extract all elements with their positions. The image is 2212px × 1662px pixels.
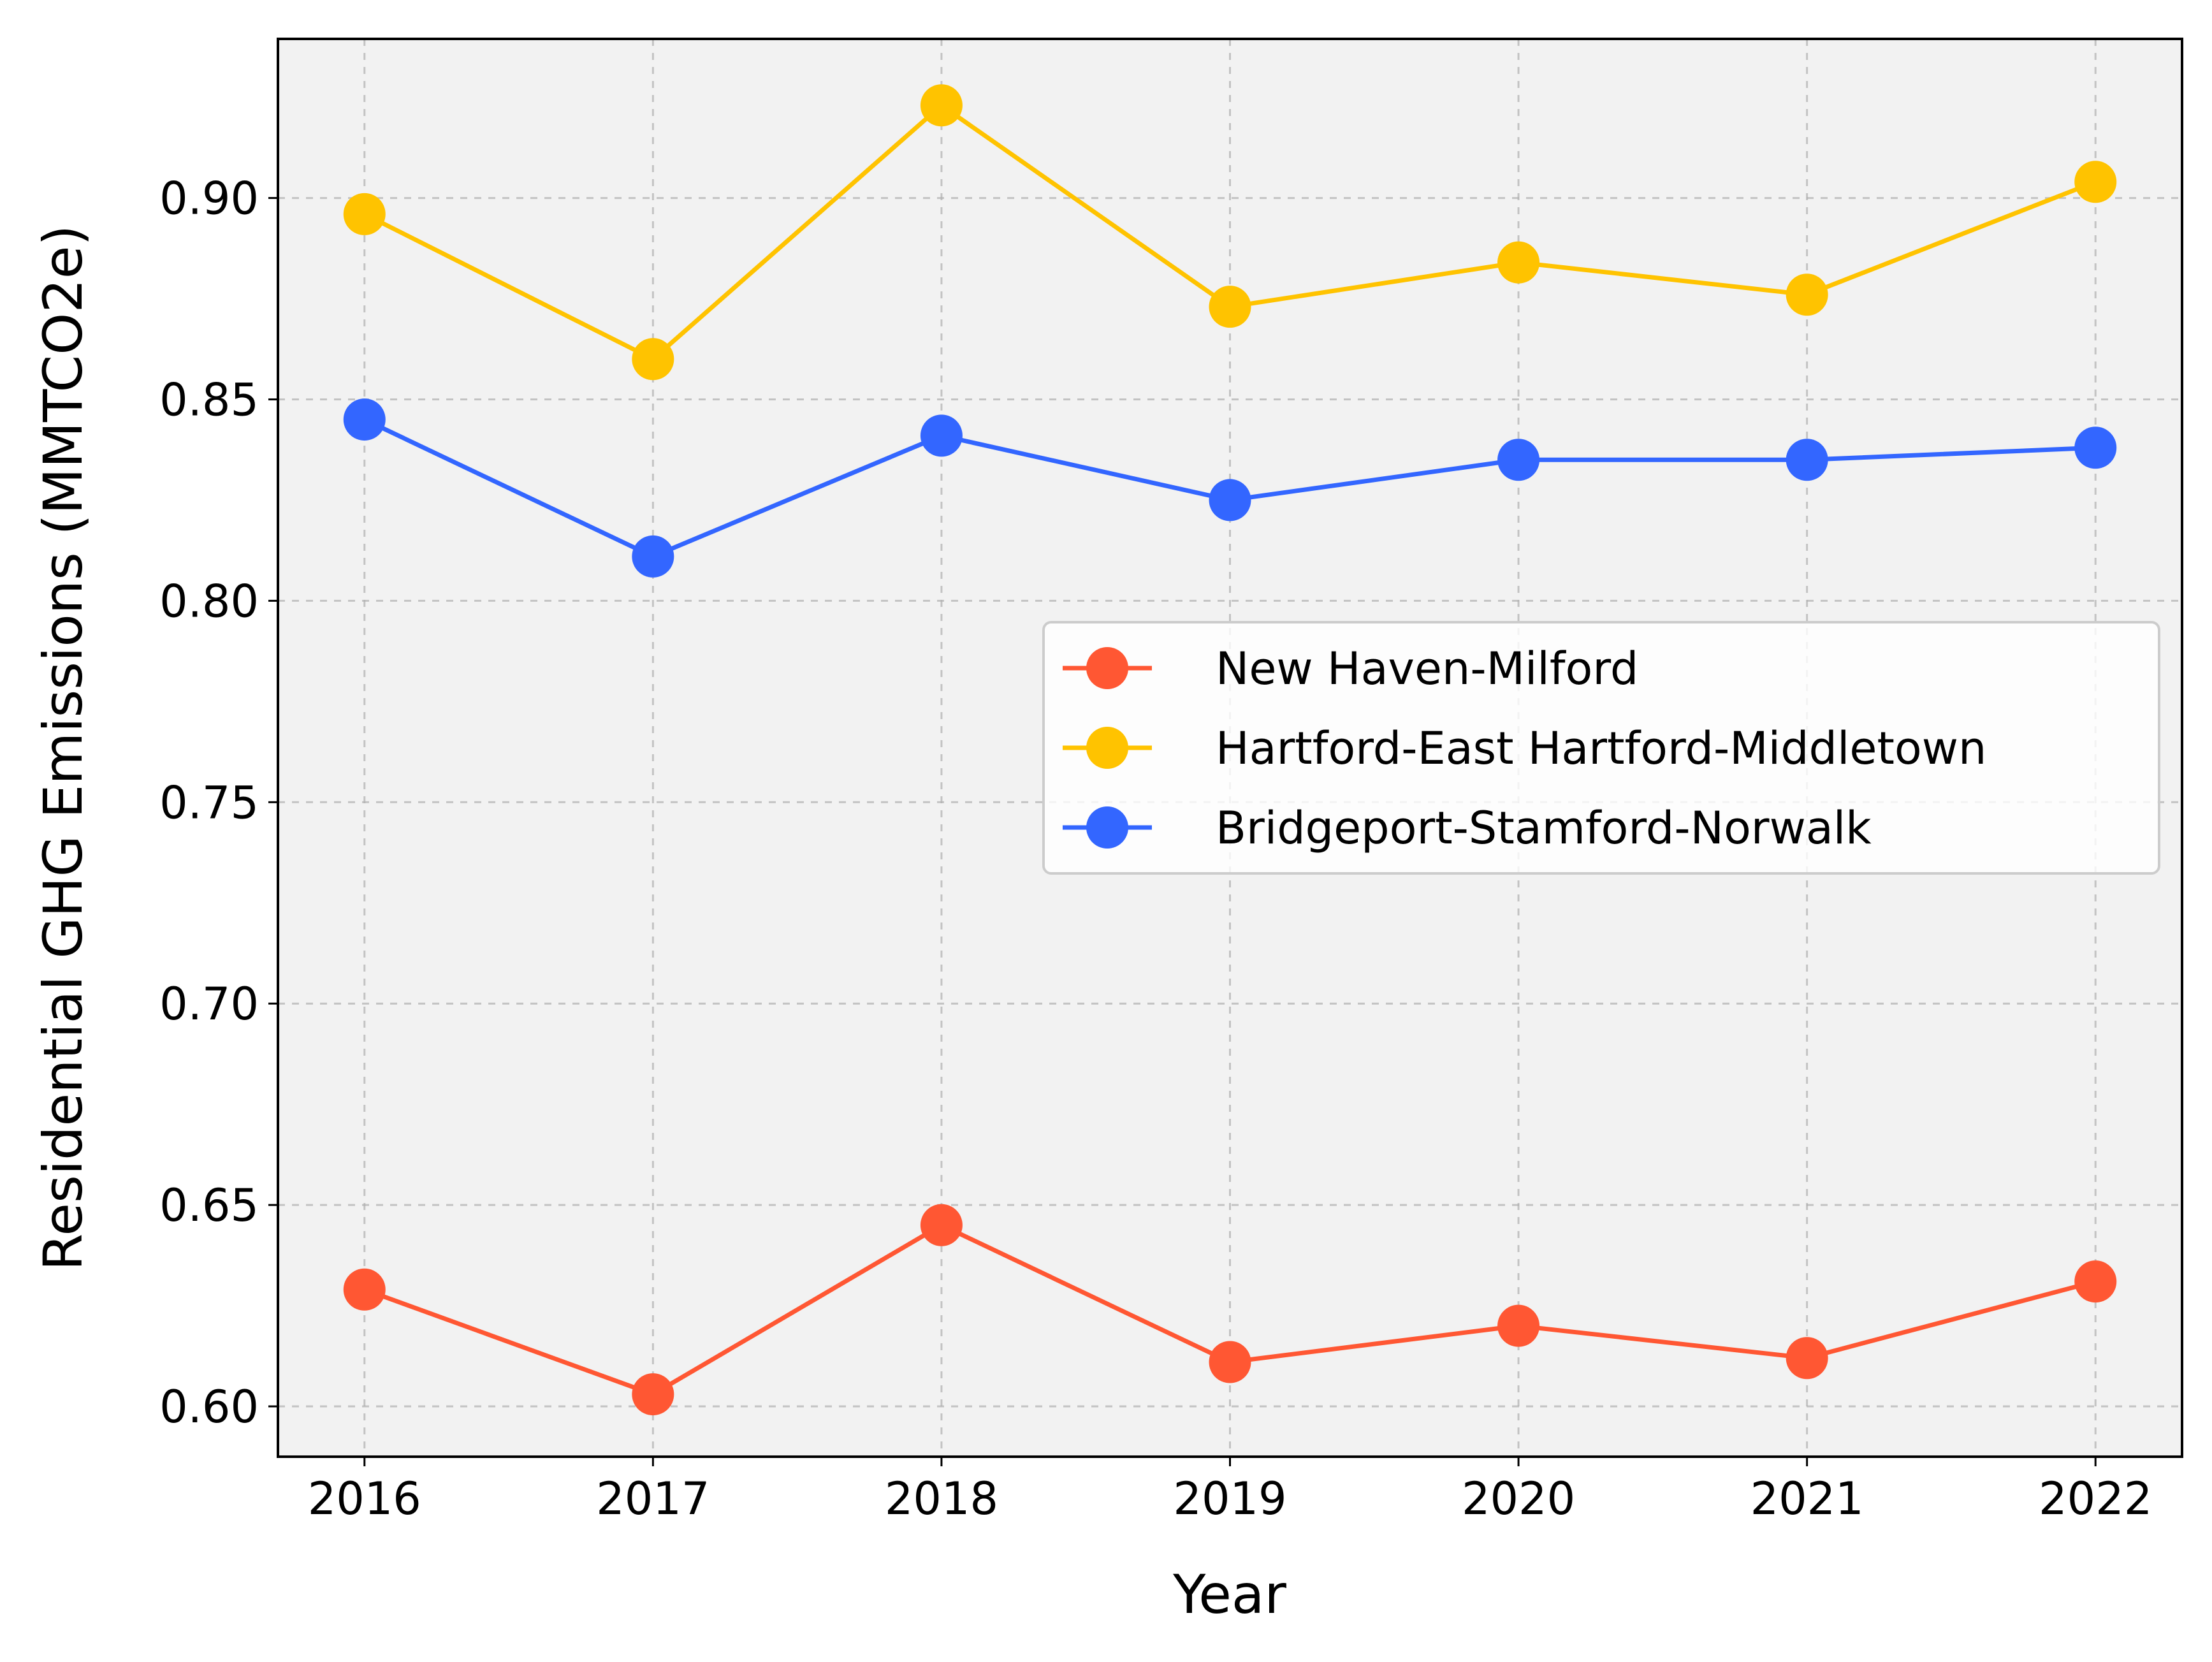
data-point <box>632 338 674 381</box>
y-tick-label: 0.60 <box>159 1381 259 1433</box>
x-tick-label: 2016 <box>308 1473 421 1525</box>
data-point <box>1209 1341 1251 1383</box>
data-point <box>1497 241 1540 284</box>
data-point <box>1786 1337 1828 1380</box>
legend-label: New Haven-Milford <box>1216 643 1638 695</box>
y-tick-label: 0.80 <box>159 575 259 627</box>
data-point <box>1786 273 1828 316</box>
x-tick-label: 2018 <box>885 1473 998 1525</box>
legend: New Haven-Milford Hartford-East Hartford-… <box>1042 621 2160 875</box>
data-point <box>1209 479 1251 521</box>
x-tick-label: 2020 <box>1462 1473 1575 1525</box>
series-layer <box>343 84 2117 1416</box>
data-point <box>1209 286 1251 328</box>
legend-item: Bridgeport-Stamford-Norwalk <box>1063 802 1872 854</box>
series-0 <box>343 1204 2117 1416</box>
data-point <box>2074 161 2117 203</box>
legend-marker <box>1086 647 1128 689</box>
data-point <box>2074 1260 2117 1303</box>
data-point <box>1497 1304 1540 1347</box>
data-point <box>920 414 963 457</box>
legend-item: Hartford-East Hartford-Middletown <box>1063 722 1986 775</box>
y-tick-label: 0.85 <box>159 374 259 426</box>
data-point <box>1497 439 1540 481</box>
data-point <box>343 398 386 441</box>
y-tick-label: 0.75 <box>159 776 259 829</box>
data-point <box>632 1373 674 1416</box>
data-point <box>920 1204 963 1246</box>
legend-marker <box>1086 727 1128 769</box>
x-tick-label: 2019 <box>1173 1473 1286 1525</box>
legend-box <box>1042 621 2160 875</box>
data-point <box>1786 439 1828 481</box>
data-point <box>920 84 963 127</box>
series-2 <box>343 398 2117 578</box>
x-tick-label: 2021 <box>1750 1473 1864 1525</box>
x-tick-label: 2022 <box>2039 1473 2152 1525</box>
y-tick-label: 0.90 <box>159 173 259 225</box>
y-tick-label: 0.70 <box>159 978 259 1030</box>
x-axis: 2016 2017 2018 2019 2020 2021 2022 <box>308 1457 2152 1525</box>
legend-label: Hartford-East Hartford-Middletown <box>1216 722 1986 775</box>
y-tick-label: 0.65 <box>159 1179 259 1232</box>
x-tick-label: 2017 <box>596 1473 709 1525</box>
legend-marker <box>1086 806 1128 849</box>
legend-item: New Haven-Milford <box>1063 643 1638 695</box>
data-point <box>2074 426 2117 469</box>
legend-label: Bridgeport-Stamford-Norwalk <box>1216 802 1872 854</box>
x-axis-label: Year <box>1172 1563 1286 1626</box>
data-point <box>343 193 386 235</box>
series-1 <box>343 84 2117 381</box>
data-point <box>343 1268 386 1311</box>
data-point <box>632 535 674 578</box>
y-axis: 0.60 0.65 0.70 0.75 0.80 0.85 0.90 <box>159 173 278 1433</box>
y-axis-label: Residential GHG Emissions (MMTCO2e) <box>32 225 94 1271</box>
